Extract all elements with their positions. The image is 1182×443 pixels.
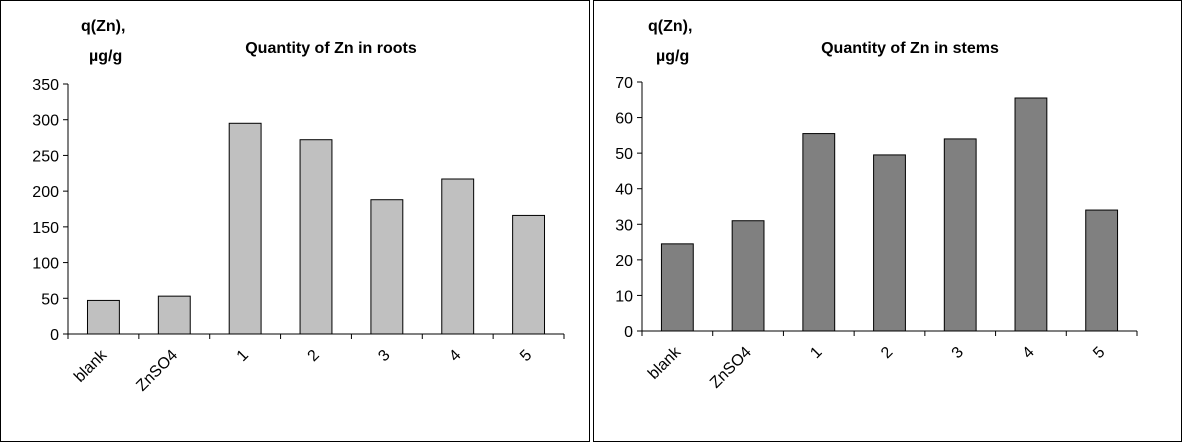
- x-tick-label: 3: [949, 344, 967, 362]
- bar-blank: [660, 243, 694, 332]
- y-tick-label: 70: [615, 75, 633, 92]
- x-tick-label: 2: [878, 344, 896, 362]
- bar-4: [1014, 97, 1048, 332]
- x-tick-label: blank: [645, 343, 685, 383]
- x-tick-label: ZnSO4: [133, 347, 181, 395]
- bar-3: [370, 199, 404, 335]
- y-tick-label: 10: [615, 288, 633, 305]
- y-axis-unit-line-2: µg/g: [89, 48, 122, 65]
- chart-roots: Quantity of Zn in roots q(Zn), µg/g 0 50 1…: [0, 0, 590, 442]
- bar-1: [802, 133, 836, 332]
- y-tick-label: 350: [32, 77, 59, 94]
- chart-title: Quantity of Zn in roots: [245, 40, 417, 57]
- chart-roots-svg: Quantity of Zn in roots q(Zn), µg/g 0 50 1…: [32, 18, 565, 395]
- x-tick-label: 5: [1090, 344, 1108, 362]
- y-axis-unit-line-2: µg/g: [656, 48, 689, 65]
- x-tick-label: 3: [375, 347, 393, 365]
- y-tick-label: 50: [615, 146, 633, 163]
- y-tick-label: 150: [32, 220, 59, 237]
- y-tick-label: 60: [615, 111, 633, 128]
- x-tick-label: 5: [517, 347, 535, 365]
- x-tick-label: 4: [1019, 344, 1037, 362]
- y-tick-label: 0: [50, 327, 59, 344]
- y-tick-label: 0: [624, 324, 633, 341]
- y-tick-label: 50: [41, 291, 59, 308]
- chart-stems: Quantity of Zn in stems q(Zn), µg/g 0 10 2…: [593, 0, 1182, 442]
- y-axis-unit-line-1: q(Zn),: [81, 18, 125, 35]
- y-axis-unit-line-1: q(Zn),: [648, 18, 692, 35]
- bar-5: [1085, 209, 1119, 332]
- x-tick-label: 1: [807, 344, 825, 362]
- y-tick-label: 30: [615, 217, 633, 234]
- x-tick-label: 2: [305, 347, 323, 365]
- y-tick-label: 20: [615, 253, 633, 270]
- bar-2: [299, 139, 333, 335]
- y-tick-label: 100: [32, 256, 59, 273]
- bar-2: [873, 154, 906, 332]
- x-tick-label: 4: [446, 347, 464, 365]
- bar-1: [228, 122, 262, 335]
- x-tick-label: blank: [71, 346, 111, 386]
- y-tick-label: 250: [32, 148, 59, 165]
- bar-4: [441, 178, 475, 335]
- bar-znso4: [731, 220, 765, 332]
- bar-znso4: [157, 295, 191, 335]
- y-tick-label: 300: [32, 113, 59, 130]
- bar-blank: [86, 299, 120, 335]
- x-tick-label: ZnSO4: [707, 344, 755, 392]
- x-tick-label: 1: [234, 347, 252, 365]
- chart-title: Quantity of Zn in stems: [821, 40, 999, 57]
- y-tick-label: 40: [615, 182, 633, 199]
- bar-3: [943, 138, 977, 332]
- chart-stems-svg: Quantity of Zn in stems q(Zn), µg/g 0 10 2…: [615, 18, 1138, 392]
- bar-5: [512, 214, 546, 335]
- y-tick-label: 200: [32, 184, 59, 201]
